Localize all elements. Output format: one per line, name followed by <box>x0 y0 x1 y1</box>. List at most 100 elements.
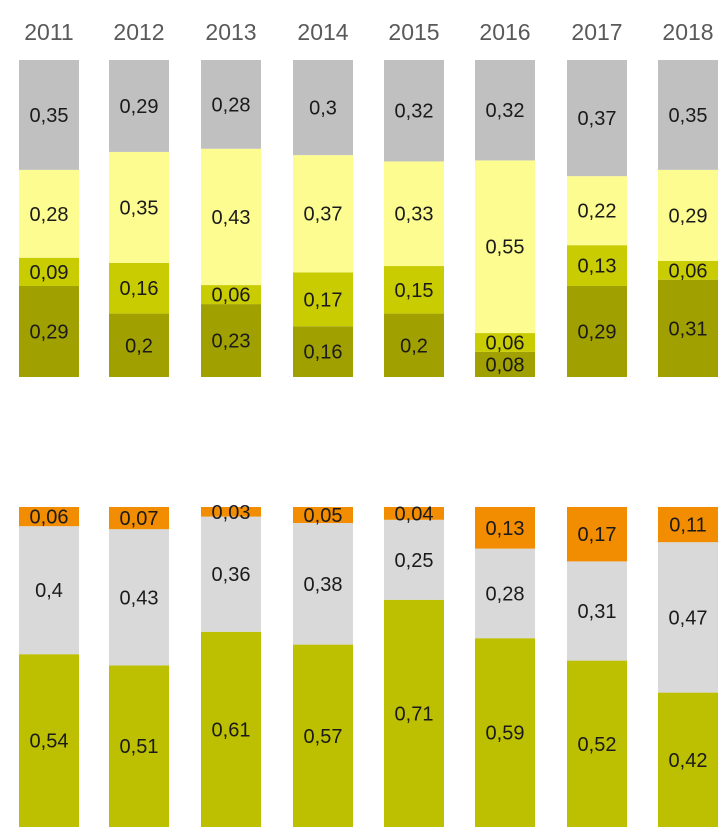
bottom-stacked-bar-chart: 0,54 0,4 0,06 0,51 0,43 0,07 0,61 0,36 0,03 0,57 0… <box>19 502 718 827</box>
bar-segment-2012-4 <box>109 60 169 152</box>
year-label-2014: 2014 <box>297 19 348 45</box>
data-label-2011-4: 0,35 <box>30 105 69 127</box>
bar-segment-2011-2 <box>19 257 79 286</box>
bar-segment-2016-1 <box>475 638 535 827</box>
data-label-2016-4: 0,32 <box>486 100 525 122</box>
bar-segment-2016-3 <box>475 160 535 334</box>
bar-segment-2012-2 <box>109 529 169 666</box>
data-label-2011-3: 0,28 <box>30 204 69 226</box>
bar-segment-2018-4 <box>658 60 718 170</box>
bar-segment-2012-1 <box>109 665 169 827</box>
data-label-2018-1: 0,31 <box>669 318 708 340</box>
data-label-2014-2: 0,17 <box>304 289 343 311</box>
year-label-2017: 2017 <box>571 19 622 45</box>
data-label-2017-1: 0,52 <box>578 734 617 756</box>
bar-segment-2018-2 <box>658 260 718 280</box>
data-label-2016-3: 0,55 <box>486 237 525 259</box>
bar-segment-2013-3 <box>201 148 261 286</box>
data-label-2012-2: 0,43 <box>120 587 159 609</box>
bar-segment-2011-1 <box>19 285 79 377</box>
bar-segment-2018-3 <box>658 169 718 261</box>
bar-segment-2016-2 <box>475 548 535 639</box>
bar-segment-2014-1 <box>293 644 353 827</box>
year-label-2013: 2013 <box>205 19 256 45</box>
data-label-2011-2: 0,09 <box>30 262 69 284</box>
data-label-2014-3: 0,05 <box>304 505 343 527</box>
bar-segment-2013-2 <box>201 516 261 632</box>
data-label-2015-3: 0,04 <box>395 503 434 525</box>
data-label-2014-3: 0,37 <box>304 204 343 226</box>
data-label-2018-3: 0,11 <box>669 515 706 537</box>
data-label-2015-2: 0,25 <box>395 550 434 572</box>
bar-segment-2018-1 <box>658 279 718 377</box>
data-label-2013-2: 0,36 <box>212 564 251 586</box>
data-label-2016-1: 0,59 <box>486 723 525 745</box>
data-label-2014-1: 0,16 <box>304 342 343 364</box>
data-label-2011-1: 0,54 <box>30 731 69 753</box>
bar-segment-2013-4 <box>201 60 261 149</box>
year-label-2018: 2018 <box>662 19 713 45</box>
bar-segment-2017-2 <box>567 561 627 661</box>
data-label-2012-1: 0,2 <box>125 335 153 357</box>
bar-segment-2015-1 <box>384 599 444 827</box>
data-label-2014-1: 0,57 <box>304 726 343 748</box>
data-label-2012-3: 0,07 <box>120 508 159 530</box>
data-label-2012-1: 0,51 <box>120 736 159 758</box>
data-label-2016-1: 0,08 <box>486 354 525 376</box>
data-label-2013-1: 0,23 <box>212 331 251 353</box>
bar-segment-2012-3 <box>109 151 169 263</box>
data-label-2012-3: 0,35 <box>120 197 159 219</box>
bar-segment-2016-1 <box>475 351 535 377</box>
bar-segment-2015-4 <box>384 60 444 162</box>
top-stacked-bar-chart: 0,29 0,09 0,28 0,35 0,2 0,16 0,35 0,29 0,23 0,06 0… <box>19 60 718 377</box>
data-label-2014-4: 0,3 <box>309 98 337 120</box>
data-label-2016-2: 0,28 <box>486 583 525 605</box>
data-label-2017-4: 0,37 <box>578 108 617 130</box>
bar-segment-2011-3 <box>19 507 79 527</box>
bar-segment-2014-3 <box>293 155 353 273</box>
data-label-2018-4: 0,35 <box>669 105 708 127</box>
bar-segment-2018-3 <box>658 507 718 543</box>
data-label-2014-2: 0,38 <box>304 574 343 596</box>
bar-segment-2016-4 <box>475 60 535 161</box>
data-label-2011-2: 0,4 <box>35 580 63 602</box>
bar-segment-2012-3 <box>109 507 169 530</box>
data-label-2013-3: 0,43 <box>212 207 251 229</box>
bar-segment-2014-4 <box>293 60 353 156</box>
bar-segment-2017-2 <box>567 245 627 286</box>
bar-segment-2017-3 <box>567 507 627 562</box>
year-label-2012: 2012 <box>113 19 164 45</box>
data-label-2017-3: 0,17 <box>578 524 617 546</box>
data-label-2015-1: 0,2 <box>400 335 428 357</box>
bar-segment-2016-2 <box>475 333 535 352</box>
bar-segment-2018-1 <box>658 692 718 827</box>
data-label-2013-4: 0,28 <box>212 94 251 116</box>
data-label-2017-2: 0,31 <box>578 601 617 623</box>
bar-segment-2017-3 <box>567 176 627 246</box>
bar-segment-2014-1 <box>293 326 353 377</box>
bar-segment-2014-2 <box>293 523 353 645</box>
bar-segment-2015-3 <box>384 161 444 267</box>
bar-segment-2015-2 <box>384 519 444 600</box>
data-label-2015-3: 0,33 <box>395 204 434 226</box>
data-label-2018-3: 0,29 <box>669 205 708 227</box>
bar-segment-2011-4 <box>19 60 79 170</box>
year-label-2016: 2016 <box>479 19 530 45</box>
data-label-2018-2: 0,06 <box>669 260 708 282</box>
data-label-2011-3: 0,06 <box>30 507 69 529</box>
data-label-2013-1: 0,61 <box>212 719 251 741</box>
data-label-2013-3: 0,03 <box>212 502 251 524</box>
data-label-2017-3: 0,22 <box>578 201 617 223</box>
bar-segment-2015-2 <box>384 266 444 314</box>
bar-segment-2013-2 <box>201 285 261 305</box>
data-label-2012-2: 0,16 <box>120 278 159 300</box>
data-label-2017-2: 0,13 <box>578 256 617 278</box>
data-label-2016-3: 0,13 <box>486 518 525 540</box>
bar-segment-2011-2 <box>19 526 79 655</box>
data-label-2011-1: 0,29 <box>30 321 69 343</box>
bar-segment-2013-1 <box>201 631 261 827</box>
bar-segment-2012-1 <box>109 313 169 377</box>
bar-segment-2013-3 <box>201 507 261 517</box>
bar-segment-2016-3 <box>475 507 535 549</box>
